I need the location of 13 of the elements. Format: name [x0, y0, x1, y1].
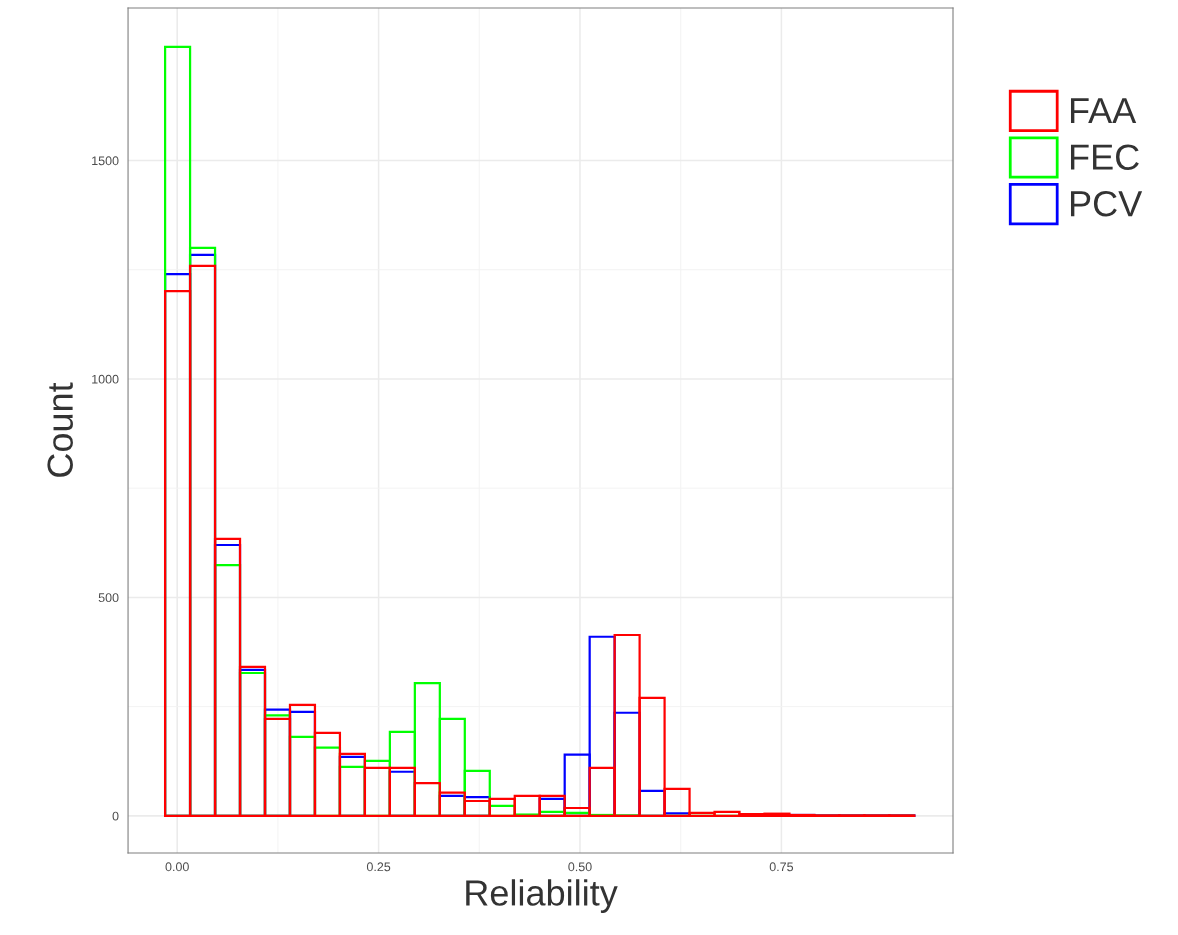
legend-label: PCV — [1070, 190, 1143, 217]
x-tick-label: 0.25 — [366, 862, 391, 872]
x-tick-label: 0.50 — [568, 862, 592, 872]
legend-label: FEC — [1070, 144, 1139, 170]
y-axis-title: Count — [47, 382, 73, 477]
y-tick-label: 1500 — [92, 156, 119, 166]
x-tick-label: 0.75 — [769, 862, 794, 872]
y-tick-label: 500 — [98, 593, 119, 603]
x-axis-title: Reliability — [466, 879, 618, 913]
y-tick-label: 0 — [112, 811, 119, 821]
y-tick-label: 1000 — [92, 374, 119, 384]
x-tick-label: 0.00 — [165, 862, 189, 872]
legend-label: FAA — [1070, 98, 1137, 124]
